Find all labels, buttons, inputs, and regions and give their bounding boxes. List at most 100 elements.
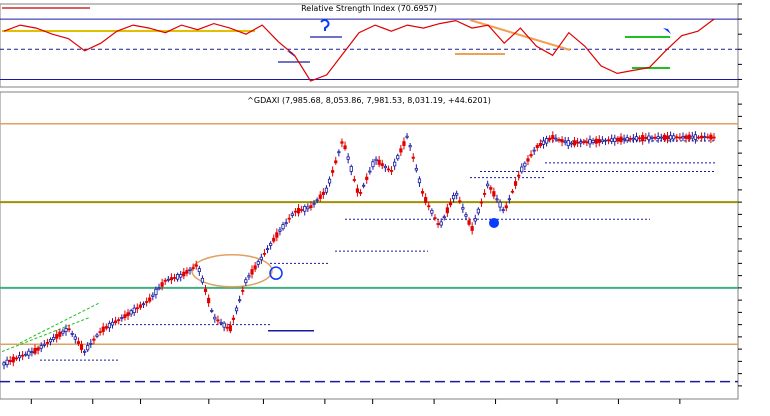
candle-body bbox=[386, 168, 391, 171]
candle-body bbox=[213, 316, 217, 320]
candle-body bbox=[327, 178, 332, 184]
candle-body bbox=[272, 237, 276, 242]
candle-body bbox=[424, 197, 428, 203]
candle-body bbox=[318, 194, 322, 199]
candle-body bbox=[24, 353, 28, 356]
candle-body bbox=[492, 191, 496, 197]
candle-body bbox=[244, 279, 248, 284]
candle-body bbox=[126, 312, 130, 317]
candle-body bbox=[45, 341, 50, 344]
candle-body bbox=[641, 135, 645, 142]
candle-body bbox=[687, 134, 691, 140]
candle-body bbox=[644, 136, 648, 139]
candle-body bbox=[42, 343, 46, 346]
candle-body bbox=[281, 224, 285, 230]
candle-body bbox=[476, 208, 480, 214]
candle-body bbox=[95, 334, 99, 337]
uptrend-channel-line bbox=[1, 316, 91, 353]
candle-body bbox=[337, 151, 341, 154]
question-mark-icon bbox=[320, 19, 330, 31]
candle-body bbox=[619, 136, 623, 143]
candle-body bbox=[544, 138, 549, 144]
candle-body bbox=[665, 135, 670, 140]
candle-body bbox=[300, 209, 304, 211]
candle-body bbox=[216, 319, 220, 322]
candle-body bbox=[151, 294, 155, 297]
candle-body bbox=[200, 277, 205, 283]
candle-body bbox=[358, 191, 363, 194]
candle-body bbox=[399, 148, 403, 153]
candle-body bbox=[374, 158, 378, 162]
candle-body bbox=[52, 337, 56, 340]
candle-body bbox=[79, 344, 84, 350]
candle-body bbox=[48, 339, 53, 343]
candle-body bbox=[461, 207, 465, 210]
candle-body bbox=[197, 268, 201, 273]
candle-body bbox=[70, 332, 74, 335]
candle-body bbox=[349, 166, 353, 172]
candle-body bbox=[693, 134, 697, 140]
candle-body bbox=[238, 299, 242, 302]
candle-body bbox=[365, 176, 369, 180]
candle-body bbox=[343, 145, 347, 150]
candle-body bbox=[179, 274, 183, 278]
candle-body bbox=[278, 229, 282, 232]
candle-body bbox=[616, 137, 620, 142]
rsi-series-line bbox=[3, 18, 715, 82]
candle-body bbox=[30, 351, 34, 354]
candle-body bbox=[560, 139, 564, 143]
candle-body bbox=[631, 137, 635, 140]
candle-body bbox=[315, 199, 319, 202]
candle-body bbox=[73, 336, 77, 340]
candle-body bbox=[662, 134, 666, 141]
candle-body bbox=[2, 362, 6, 366]
rsi-panel bbox=[0, 3, 739, 88]
candle-body bbox=[566, 140, 570, 147]
candle-body bbox=[402, 141, 406, 146]
candle-body bbox=[575, 141, 580, 144]
candle-body bbox=[668, 135, 673, 140]
candle-body bbox=[628, 138, 632, 140]
candle-body bbox=[672, 135, 676, 140]
candle-body bbox=[473, 218, 477, 222]
candle-body bbox=[569, 142, 573, 145]
candle-body bbox=[98, 331, 102, 334]
candle-body bbox=[5, 359, 9, 366]
face-icon bbox=[269, 266, 283, 280]
candle-body bbox=[520, 166, 524, 173]
candle-body bbox=[712, 136, 716, 139]
candle-body bbox=[696, 136, 701, 139]
candle-body bbox=[303, 206, 307, 212]
candle-body bbox=[191, 267, 195, 269]
candle-body bbox=[414, 167, 418, 171]
candle-body bbox=[690, 135, 694, 139]
candle-body bbox=[464, 214, 468, 217]
candle-body bbox=[659, 136, 663, 139]
candle-body bbox=[653, 136, 657, 139]
candle-body bbox=[76, 341, 81, 344]
candle-body bbox=[185, 270, 189, 274]
candle-body bbox=[14, 357, 19, 360]
candle-body bbox=[253, 265, 257, 270]
candle-body bbox=[706, 136, 710, 139]
candle-body bbox=[709, 134, 713, 140]
candle-body bbox=[433, 217, 437, 220]
candle-body bbox=[247, 275, 251, 278]
candle-body bbox=[656, 136, 660, 140]
candle-body bbox=[340, 141, 344, 144]
candle-body bbox=[439, 221, 443, 226]
candle-body bbox=[222, 322, 226, 328]
candle-body bbox=[262, 252, 267, 255]
candle-body bbox=[169, 277, 174, 281]
candle-body bbox=[600, 139, 604, 143]
candle-body bbox=[67, 328, 71, 331]
candle-body bbox=[603, 139, 608, 142]
candle-body bbox=[89, 342, 93, 345]
candle-body bbox=[482, 192, 487, 195]
candle-body bbox=[396, 155, 400, 160]
candle-body bbox=[172, 277, 177, 279]
candle-body bbox=[467, 220, 471, 225]
candle-body bbox=[557, 139, 561, 141]
